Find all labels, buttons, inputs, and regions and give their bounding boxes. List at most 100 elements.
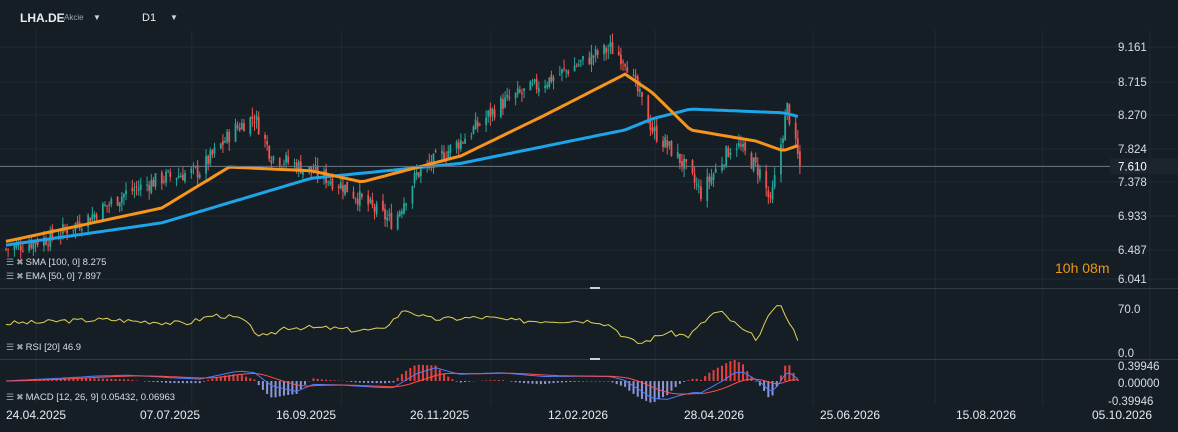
candle-body (131, 187, 134, 192)
rsi-tick-label: 0.0 (1118, 348, 1134, 360)
legend-macd[interactable]: ☰ ✖ MACD [12, 26, 9] 0.05432, 0.06963 (6, 392, 175, 403)
rsi-tick-label: 70.0 (1118, 304, 1140, 316)
candle-body (369, 198, 372, 203)
candle-body (773, 175, 776, 188)
macd-histogram-bar (674, 381, 677, 388)
candle-body (546, 84, 549, 88)
macd-histogram-bar (758, 381, 761, 386)
settings-icon[interactable]: ☰ (6, 342, 15, 352)
candle-body (47, 245, 50, 247)
macd-histogram-bar (729, 361, 732, 381)
macd-histogram-bar (459, 381, 462, 383)
legend-sma[interactable]: ☰ ✖ SMA [100, 0] 8.275 (6, 257, 106, 268)
close-icon[interactable]: ✖ (16, 271, 24, 281)
date-tick-label: 15.08.2026 (956, 408, 1016, 422)
macd-histogram-bar (683, 381, 686, 382)
candle-body (19, 245, 22, 251)
candle-body (123, 194, 125, 198)
candle-body (573, 65, 576, 72)
candle-body (240, 123, 243, 130)
macd-histogram-bar (392, 381, 395, 383)
macd-histogram-bar (219, 376, 222, 381)
price-tick-label: 6.487 (1118, 245, 1147, 257)
macd-histogram-bar (270, 381, 273, 398)
macd-histogram-bar (447, 376, 450, 381)
candle-body (278, 158, 281, 166)
macd-histogram-bar (720, 365, 723, 381)
price-tick-label: 8.270 (1118, 110, 1147, 122)
candle-body (651, 127, 654, 133)
macd-histogram-bar (266, 381, 269, 394)
candle-body (769, 196, 772, 198)
symbol-dropdown-icon[interactable]: ▼ (93, 13, 101, 22)
pane-resize-handle[interactable] (590, 358, 600, 360)
candle-body (358, 191, 361, 206)
price-tick-label: 7.378 (1118, 177, 1147, 189)
candle-body (758, 169, 761, 179)
pane-divider-macd[interactable] (0, 359, 1178, 360)
macd-histogram-bar (76, 378, 79, 381)
candle-body (464, 138, 466, 144)
candle-body (620, 54, 622, 65)
candle-body (238, 127, 241, 131)
close-icon[interactable]: ✖ (16, 392, 24, 402)
candle-body (346, 181, 349, 193)
candle-body (655, 125, 658, 142)
candle-body (742, 144, 744, 148)
candle-body (45, 239, 47, 245)
timeframe-label[interactable]: D1 (142, 12, 157, 24)
macd-histogram-bar (312, 378, 315, 381)
macd-histogram-bar (624, 381, 627, 387)
macd-histogram-bar (257, 381, 260, 386)
macd-histogram-bar (695, 378, 698, 381)
macd-histogram-bar (455, 381, 458, 382)
candle-body (190, 168, 193, 174)
candle-body (152, 179, 155, 187)
candle-body (582, 56, 584, 60)
macd-histogram-bar (708, 372, 711, 381)
candle-body (120, 196, 123, 204)
macd-histogram-bar (699, 379, 702, 381)
candle-body (179, 176, 182, 178)
macd-histogram-bar (207, 379, 210, 381)
macd-histogram-bar (742, 364, 745, 381)
candle-body (478, 124, 481, 126)
candle-body (89, 217, 92, 222)
candle-body (588, 57, 591, 65)
symbol-label[interactable]: LHA.DE (20, 11, 65, 25)
candle-body (169, 172, 172, 177)
candle-body (139, 184, 142, 190)
pane-divider-rsi[interactable] (0, 288, 1178, 289)
macd-histogram-bar (548, 381, 551, 384)
candle-body (428, 161, 431, 164)
candle-body (504, 97, 506, 108)
macd-histogram-bar (127, 379, 130, 381)
candle-body (30, 241, 33, 248)
candle-body (607, 49, 610, 51)
macd-histogram-bar (333, 380, 336, 381)
macd-histogram-bar (678, 381, 681, 384)
candle-body (32, 241, 35, 249)
macd-histogram-bar (413, 365, 416, 381)
candle-body (327, 181, 330, 183)
legend-rsi[interactable]: ☰ ✖ RSI [20] 46.9 (6, 342, 81, 353)
timeframe-dropdown-icon[interactable]: ▼ (170, 13, 178, 22)
candle-body (506, 94, 509, 98)
pane-resize-handle[interactable] (590, 287, 600, 289)
candle-body (413, 173, 416, 184)
candle-body (603, 44, 605, 55)
settings-icon[interactable]: ☰ (6, 271, 15, 281)
candle-body (754, 157, 757, 163)
close-icon[interactable]: ✖ (16, 257, 24, 267)
legend-ema[interactable]: ☰ ✖ EMA [50, 0] 7.897 (6, 271, 101, 282)
macd-histogram-bar (527, 381, 530, 384)
candle-body (727, 148, 730, 158)
current-price-tag (1110, 158, 1178, 175)
date-tick-label: 24.04.2025 (6, 408, 66, 422)
close-icon[interactable]: ✖ (16, 342, 24, 352)
macd-histogram-bar (666, 381, 669, 396)
settings-icon[interactable]: ☰ (6, 392, 15, 402)
macd-histogram-bar (68, 378, 71, 381)
settings-icon[interactable]: ☰ (6, 257, 15, 267)
